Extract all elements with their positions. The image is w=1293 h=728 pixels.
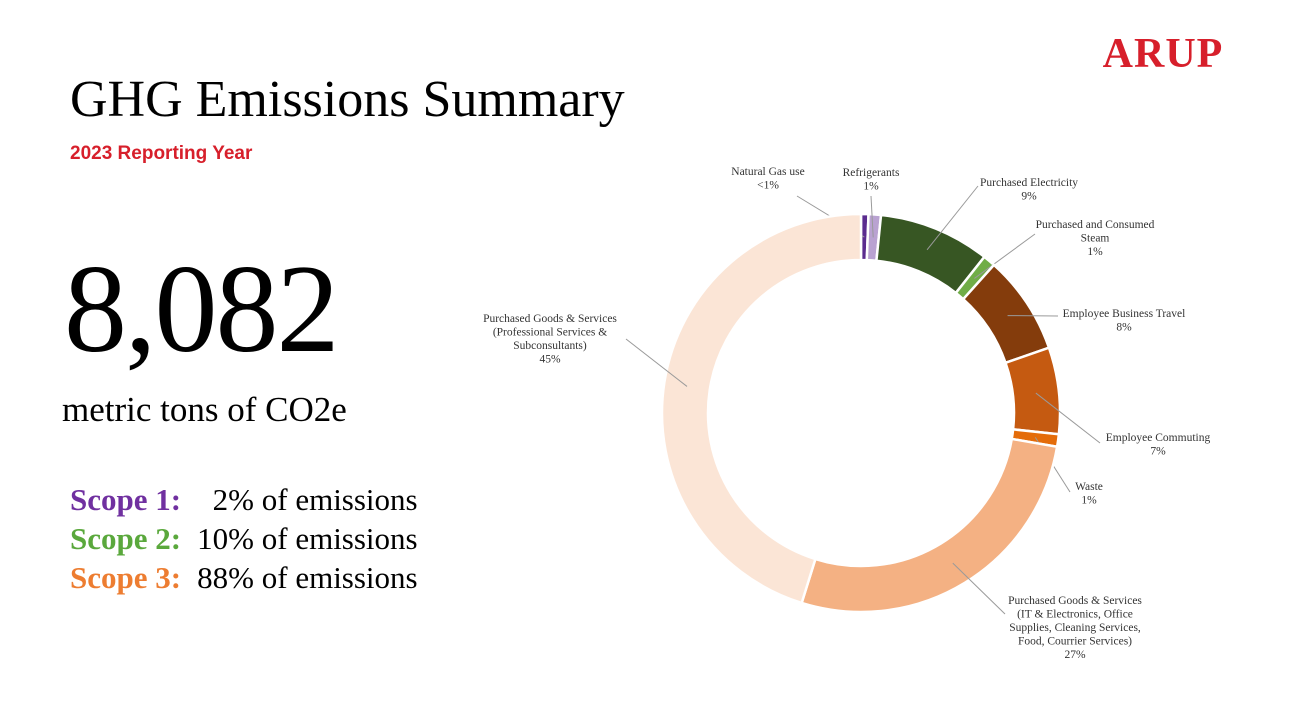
slice-label-9: Purchased Goods & Services (Professional … (483, 313, 617, 366)
leader-line-3 (926, 185, 979, 251)
leader-line-9 (625, 338, 688, 387)
scope-2-percent: 10% (197, 521, 254, 556)
scope-3-suffix: of emissions (261, 560, 418, 595)
total-emissions-value: 8,082 (64, 240, 339, 379)
slice-label-5: Employee Business Travel 8% (1063, 308, 1186, 334)
slice-label-3: Purchased Electricity 9% (980, 177, 1078, 203)
slice-label-6: Employee Commuting 7% (1106, 432, 1211, 458)
donut-slice-6 (1003, 346, 1062, 436)
scope-summary: Scope 1: 2% of emissions Scope 2: 10% of e… (70, 480, 418, 597)
scope-3-label: Scope 3: (70, 560, 182, 595)
slice-label-7: Waste 1% (1075, 481, 1103, 507)
scope-2-row: Scope 2: 10% of emissions (70, 519, 418, 558)
scope-1-row: Scope 1: 2% of emissions (70, 480, 418, 519)
arup-logo: ARUP (1102, 31, 1224, 77)
page-subtitle: 2023 Reporting Year (70, 143, 253, 164)
leader-line-8 (952, 562, 1006, 615)
leader-line-2 (870, 195, 874, 238)
scope-3-percent: 88% (197, 560, 254, 595)
slice-label-2: Refrigerants 1% (843, 167, 900, 193)
slice-label-4: Purchased and Consumed Steam 1% (1036, 219, 1155, 258)
leader-line-4 (974, 233, 1036, 279)
leader-line-6 (1035, 392, 1101, 444)
scope-1-suffix: of emissions (261, 482, 418, 517)
scope-1-percent: 2% (212, 482, 254, 517)
donut-slice-9 (660, 212, 863, 605)
page-title: GHG Emissions Summary (70, 71, 625, 128)
scope-2-label: Scope 2: (70, 521, 182, 556)
slice-label-8: Purchased Goods & Services (IT & Electron… (1008, 595, 1142, 661)
slice-label-1: Natural Gas use <1% (731, 166, 804, 192)
scope-1-label: Scope 1: (70, 482, 182, 517)
scope-2-suffix: of emissions (261, 521, 418, 556)
donut-slice-8 (800, 437, 1059, 614)
scope-3-row: Scope 3: 88% of emissions (70, 558, 418, 597)
total-emissions-unit: metric tons of CO2e (62, 390, 347, 429)
